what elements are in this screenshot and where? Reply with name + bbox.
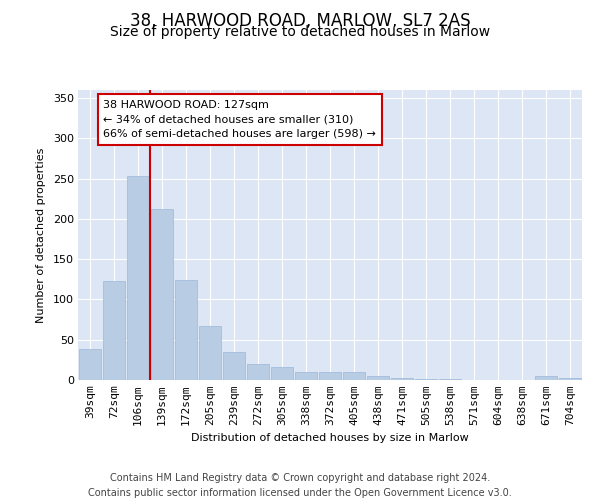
- Bar: [223, 352, 245, 380]
- Bar: [319, 372, 341, 380]
- Bar: [271, 367, 293, 380]
- Y-axis label: Number of detached properties: Number of detached properties: [36, 148, 46, 322]
- Bar: [247, 364, 269, 380]
- Bar: [559, 378, 581, 380]
- Bar: [151, 209, 173, 380]
- Text: 38, HARWOOD ROAD, MARLOW, SL7 2AS: 38, HARWOOD ROAD, MARLOW, SL7 2AS: [130, 12, 470, 30]
- Bar: [439, 379, 461, 380]
- Bar: [127, 176, 149, 380]
- Text: Contains HM Land Registry data © Crown copyright and database right 2024.
Contai: Contains HM Land Registry data © Crown c…: [88, 472, 512, 498]
- Bar: [415, 379, 437, 380]
- Bar: [103, 281, 125, 380]
- Bar: [79, 350, 101, 380]
- Text: 38 HARWOOD ROAD: 127sqm
← 34% of detached houses are smaller (310)
66% of semi-d: 38 HARWOOD ROAD: 127sqm ← 34% of detache…: [103, 100, 376, 140]
- Bar: [367, 376, 389, 380]
- Text: Size of property relative to detached houses in Marlow: Size of property relative to detached ho…: [110, 25, 490, 39]
- Bar: [535, 376, 557, 380]
- Bar: [391, 378, 413, 380]
- Bar: [295, 372, 317, 380]
- Bar: [199, 326, 221, 380]
- X-axis label: Distribution of detached houses by size in Marlow: Distribution of detached houses by size …: [191, 433, 469, 443]
- Bar: [343, 372, 365, 380]
- Bar: [175, 280, 197, 380]
